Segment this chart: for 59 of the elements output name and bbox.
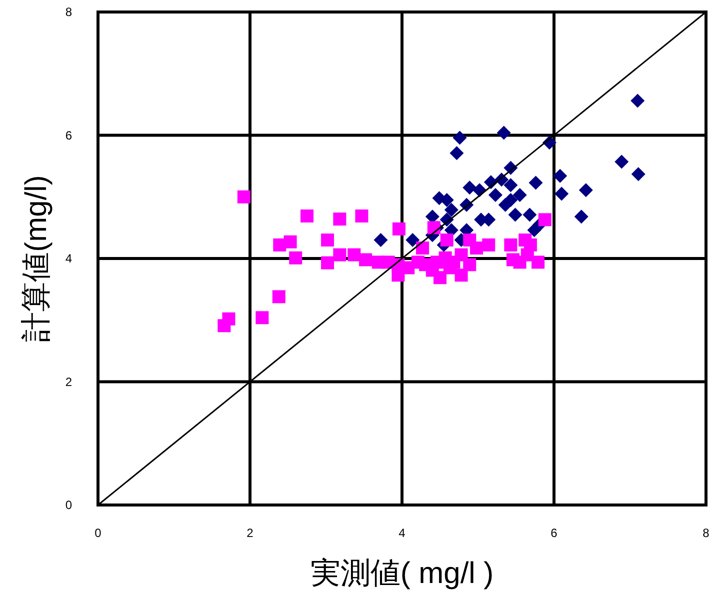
y-tick-label: 4 xyxy=(65,252,72,266)
x-axis-title: 実測値( mg/l ) xyxy=(310,557,494,590)
x-tick-label: 6 xyxy=(550,526,558,540)
point xyxy=(504,178,518,192)
point xyxy=(434,271,446,284)
x-tick-label: 2 xyxy=(246,526,254,540)
point xyxy=(528,176,543,190)
point xyxy=(450,146,464,160)
point xyxy=(496,126,511,140)
point xyxy=(452,130,467,145)
point xyxy=(574,210,588,224)
point xyxy=(392,268,405,282)
point xyxy=(488,188,502,202)
point xyxy=(416,242,430,255)
point xyxy=(289,251,302,264)
y-tick-label: 2 xyxy=(65,374,72,389)
y-tick-label: 8 xyxy=(65,5,72,19)
point xyxy=(578,183,593,198)
point xyxy=(348,248,361,262)
point xyxy=(218,319,231,332)
point xyxy=(284,235,297,248)
point xyxy=(440,234,454,247)
point xyxy=(256,311,269,324)
point xyxy=(631,167,646,182)
point xyxy=(374,233,388,248)
point xyxy=(355,209,368,222)
point xyxy=(406,233,420,248)
point xyxy=(272,290,286,304)
point xyxy=(532,256,545,269)
point xyxy=(554,186,569,201)
point xyxy=(454,268,468,282)
point xyxy=(538,213,552,226)
point xyxy=(333,248,346,262)
x-tick-label: 0 xyxy=(94,526,102,540)
point xyxy=(504,192,518,207)
point xyxy=(321,256,334,270)
point xyxy=(427,221,440,234)
point xyxy=(463,234,476,247)
point xyxy=(504,238,518,252)
y-tick-label: 0 xyxy=(65,498,72,512)
y-axis-title: 計算値(mg/l) xyxy=(20,175,53,342)
point xyxy=(237,190,250,204)
point xyxy=(462,180,477,195)
point xyxy=(614,154,629,169)
x-tick-label: 4 xyxy=(398,526,406,540)
point xyxy=(333,212,346,226)
point xyxy=(512,188,527,202)
point xyxy=(482,238,496,252)
point xyxy=(321,234,334,247)
x-tick-label: 8 xyxy=(702,526,710,540)
point xyxy=(392,222,406,236)
point xyxy=(444,202,458,217)
point xyxy=(508,208,522,222)
point xyxy=(300,209,314,222)
point xyxy=(463,258,476,272)
point xyxy=(553,168,568,183)
point xyxy=(522,208,537,222)
point xyxy=(630,94,645,108)
y-tick-label: 6 xyxy=(65,128,72,142)
